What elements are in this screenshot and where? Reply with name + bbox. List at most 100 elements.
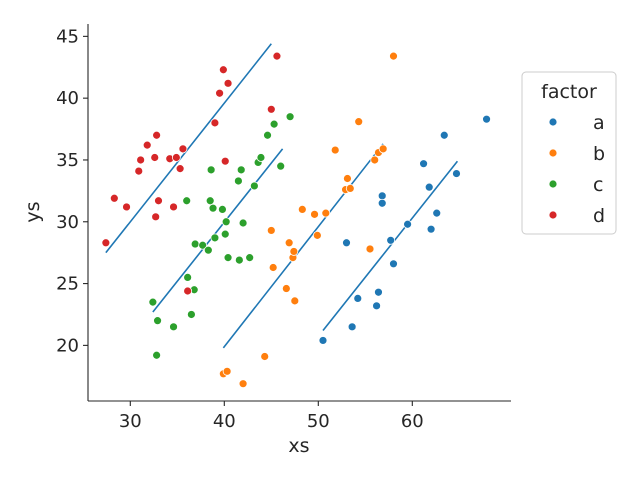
point-b	[321, 208, 331, 218]
point-a	[342, 238, 351, 248]
x-tick-label: 40	[213, 411, 236, 432]
point-d	[272, 51, 282, 61]
fit-line-a	[322, 160, 459, 332]
regression-lines	[105, 43, 459, 349]
y-tick-label: 45	[56, 26, 79, 47]
point-d	[210, 118, 220, 128]
legend-marker-d	[548, 210, 558, 220]
point-a	[374, 287, 383, 297]
point-b	[238, 379, 248, 389]
point-d	[152, 130, 162, 140]
point-d	[122, 202, 131, 212]
point-c	[186, 310, 196, 319]
point-b	[354, 117, 364, 127]
point-b	[289, 247, 299, 256]
y-tick-label: 40	[56, 88, 79, 109]
point-c	[210, 233, 220, 243]
point-d	[150, 153, 160, 162]
point-c	[221, 217, 231, 227]
point-a	[377, 191, 387, 201]
axes	[87, 24, 511, 402]
point-d	[142, 140, 152, 150]
point-d	[101, 238, 111, 248]
y-tick-label: 25	[56, 274, 79, 295]
point-a	[424, 182, 434, 192]
point-b	[330, 145, 340, 155]
point-d	[154, 196, 163, 206]
legend-label-d: d	[593, 205, 605, 227]
point-c	[238, 218, 248, 228]
point-b	[310, 209, 319, 219]
point-c	[220, 229, 230, 239]
point-a	[432, 208, 442, 218]
point-b	[389, 51, 398, 61]
point-c	[249, 181, 259, 191]
point-c	[276, 161, 286, 171]
point-b	[222, 366, 232, 376]
point-b	[343, 174, 352, 183]
point-d	[175, 164, 185, 174]
point-b	[370, 155, 380, 165]
point-b	[312, 230, 322, 240]
point-b	[281, 284, 291, 293]
point-c	[148, 297, 158, 307]
point-c	[153, 316, 162, 326]
point-d	[218, 65, 228, 75]
point-d	[171, 153, 181, 162]
point-a	[403, 219, 413, 229]
point-c	[208, 203, 218, 213]
legend-label-c: c	[593, 174, 603, 196]
point-d	[266, 104, 276, 114]
fit-line-c	[152, 148, 284, 313]
point-c	[183, 272, 193, 282]
y-tick-label: 20	[56, 335, 79, 356]
point-c	[152, 350, 162, 360]
fit-line-b	[222, 143, 384, 349]
y-tick-label: 30	[56, 212, 79, 233]
point-c	[205, 196, 215, 206]
point-c	[234, 255, 244, 265]
point-c	[203, 245, 213, 255]
legend-marker-b	[548, 148, 558, 158]
point-a	[377, 198, 387, 208]
point-d	[169, 202, 178, 212]
point-a	[452, 169, 461, 178]
point-c	[269, 119, 279, 129]
point-a	[347, 322, 357, 332]
point-d	[178, 144, 188, 154]
point-c	[223, 253, 233, 263]
x-tick-label: 60	[401, 411, 424, 432]
point-a	[439, 130, 449, 140]
point-a	[419, 159, 428, 169]
point-c	[198, 240, 208, 250]
point-b	[378, 144, 388, 154]
point-a	[426, 224, 436, 234]
point-c	[218, 205, 227, 214]
legend-marker-a	[548, 117, 558, 127]
point-c	[263, 130, 272, 140]
point-d	[109, 193, 119, 203]
point-d	[223, 78, 233, 88]
point-d	[183, 286, 193, 296]
point-d	[215, 88, 225, 98]
point-c	[182, 196, 192, 206]
ticks: 30 40 50 60 20 25 30 35 40 45	[56, 26, 424, 432]
point-d	[220, 156, 230, 166]
point-c	[245, 253, 255, 263]
point-c	[285, 112, 295, 122]
point-d	[136, 155, 146, 165]
scatter-points	[101, 51, 491, 389]
point-c	[256, 153, 266, 162]
point-b	[284, 238, 294, 248]
point-c	[169, 322, 178, 332]
point-c	[190, 239, 200, 249]
legend-marker-c	[548, 179, 558, 189]
point-a	[482, 114, 491, 124]
point-c	[206, 165, 216, 175]
point-a	[389, 259, 398, 269]
point-b	[365, 244, 375, 254]
point-c	[233, 176, 243, 186]
